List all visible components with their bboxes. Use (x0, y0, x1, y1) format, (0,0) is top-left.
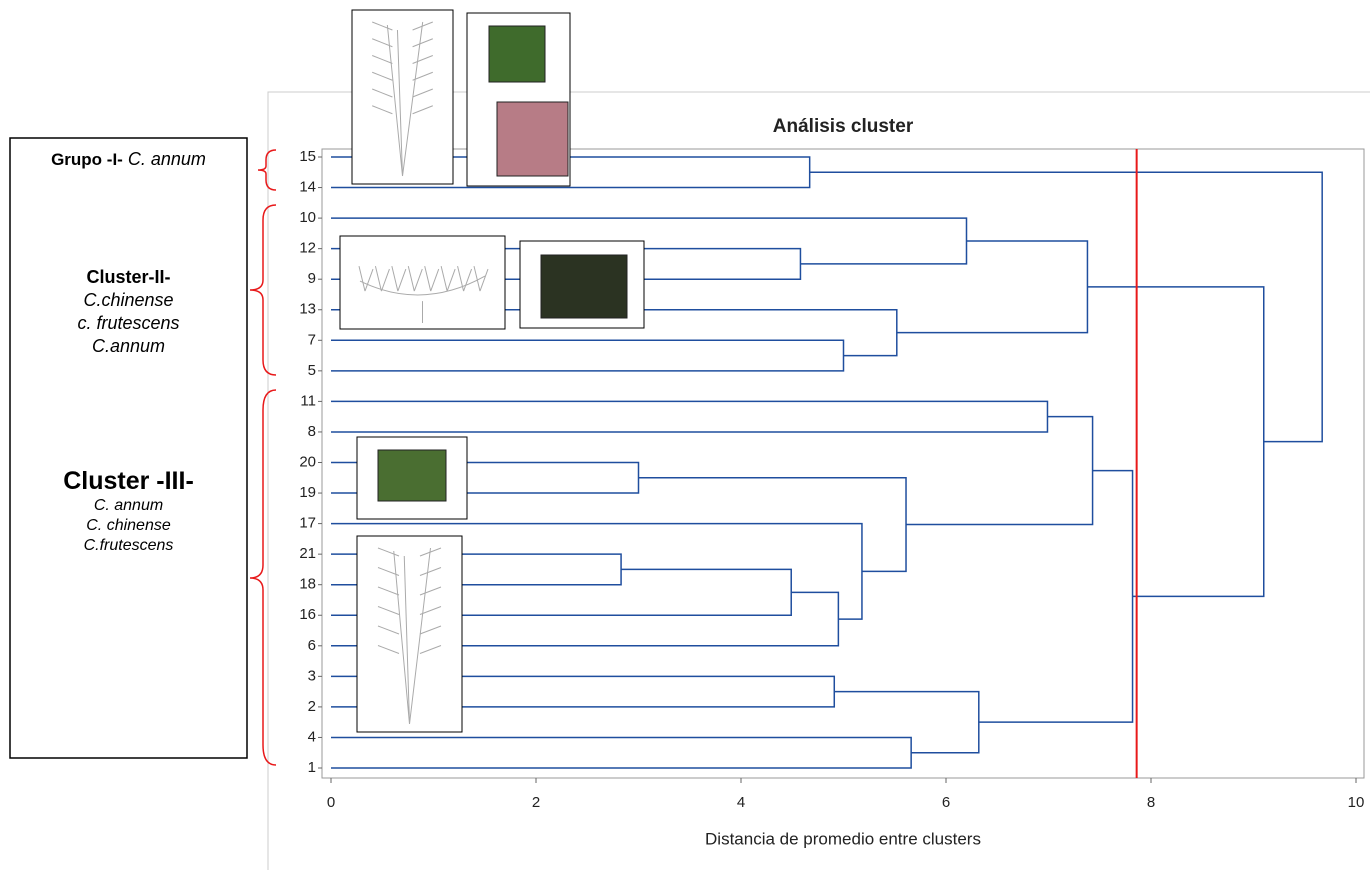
x-tick-label: 2 (532, 794, 540, 811)
page: Análisis cluster Distancia de promedio e… (0, 0, 1370, 870)
x-axis-label: Distancia de promedio entre clusters (705, 829, 981, 848)
image-frame (352, 10, 453, 184)
group-species: C.frutescens (10, 536, 247, 556)
leaf-label: 15 (299, 148, 316, 165)
photo (378, 450, 446, 501)
group-box (10, 138, 247, 758)
photo (497, 102, 568, 176)
group-species: C.chinense (10, 289, 247, 312)
chart: Análisis cluster Distancia de promedio e… (0, 0, 1370, 870)
leaf-label: 13 (299, 301, 316, 318)
image-frame (357, 536, 462, 732)
leaf-label: 6 (308, 637, 316, 654)
group-species: C.annum (10, 335, 247, 358)
group-species: C. annum (128, 149, 206, 169)
leaf-label: 7 (308, 331, 316, 348)
leaf-label: 20 (299, 453, 316, 470)
group-title: Cluster -III- (63, 467, 194, 495)
leaf-label: 4 (308, 728, 316, 745)
leaf-label: 16 (299, 606, 316, 623)
group-species: C. chinense (10, 516, 247, 536)
group-species: C. annum (10, 496, 247, 516)
chart-title: Análisis cluster (773, 116, 914, 137)
leaf-label: 19 (299, 484, 316, 501)
group-title: Cluster-II- (86, 267, 170, 287)
leaf-label: 3 (308, 667, 316, 684)
leaf-label: 14 (299, 179, 316, 196)
leaf-label: 1 (308, 759, 316, 776)
leaf-label: 17 (299, 515, 316, 532)
x-tick-label: 4 (737, 794, 745, 811)
x-tick-label: 10 (1348, 794, 1365, 811)
group-species: c. frutescens (10, 312, 247, 335)
leaf-label: 9 (308, 270, 316, 287)
group-title: Grupo -I- (51, 150, 123, 169)
photo (541, 255, 627, 318)
photo (489, 26, 545, 82)
leaf-label: 5 (308, 362, 316, 379)
group-label: Grupo -I- C. annum (10, 148, 247, 171)
x-tick-label: 8 (1147, 794, 1155, 811)
x-tick-label: 6 (942, 794, 950, 811)
leaf-label: 12 (299, 240, 316, 257)
leaf-label: 18 (299, 576, 316, 593)
leaf-label: 8 (308, 423, 316, 440)
x-tick-label: 0 (327, 794, 335, 811)
leaf-label: 10 (299, 209, 316, 226)
leaf-label: 11 (300, 392, 316, 409)
leaf-label: 21 (299, 545, 316, 562)
leaf-label: 2 (308, 698, 316, 715)
